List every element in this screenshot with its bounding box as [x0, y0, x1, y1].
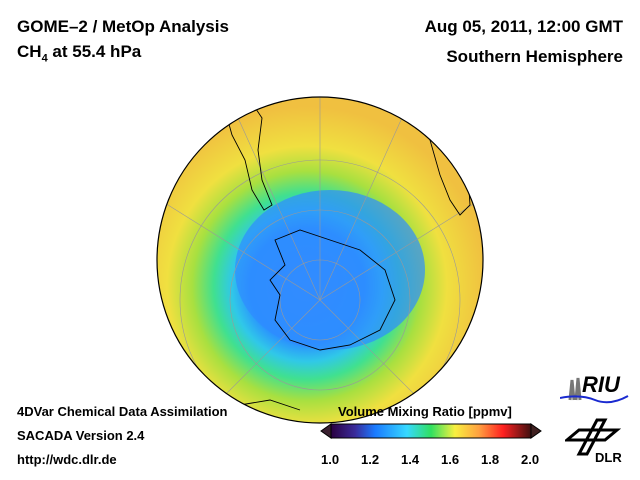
colorbar-title: Volume Mixing Ratio [ppmv] — [338, 404, 512, 419]
tick-label: 1.8 — [481, 452, 500, 467]
footer-link[interactable]: http://wdc.dlr.de — [17, 452, 117, 467]
riu-logo-mark — [560, 377, 629, 404]
low-methane-vortex — [235, 190, 425, 350]
dlr-text: DLR — [595, 450, 622, 465]
riu-text: RIU — [582, 372, 620, 397]
antarctica-coast — [269, 229, 396, 351]
footer-line-1: 4DVar Chemical Data Assimilation — [17, 404, 228, 419]
colorbar-ramp — [330, 423, 532, 439]
product-title: GOME–2 / MetOp Analysis — [17, 17, 229, 36]
species: CH — [17, 42, 42, 61]
tick-label: 1.0 — [321, 452, 340, 467]
tick-label: 2.0 — [521, 452, 540, 467]
pressure-level: at 55.4 hPa — [47, 42, 142, 61]
tick-label: 1.2 — [361, 452, 380, 467]
tick-label: 1.4 — [401, 452, 420, 467]
globe-outline — [156, 96, 484, 424]
south-america-coast — [224, 99, 273, 211]
tick-label: 1.6 — [441, 452, 460, 467]
datetime: Aug 05, 2011, 12:00 GMT — [424, 17, 623, 36]
dlr-logo-mark — [565, 418, 621, 456]
graticule — [159, 97, 481, 423]
colorbar-low-arrow — [320, 423, 332, 439]
colorbar — [320, 423, 542, 439]
species-level: CH4 at 55.4 hPa — [17, 42, 141, 64]
region: Southern Hemisphere — [446, 47, 623, 66]
species-subscript: 4 — [41, 52, 48, 65]
footer-line-2: SACADA Version 2.4 — [17, 428, 145, 443]
colorbar-high-arrow — [530, 423, 542, 439]
